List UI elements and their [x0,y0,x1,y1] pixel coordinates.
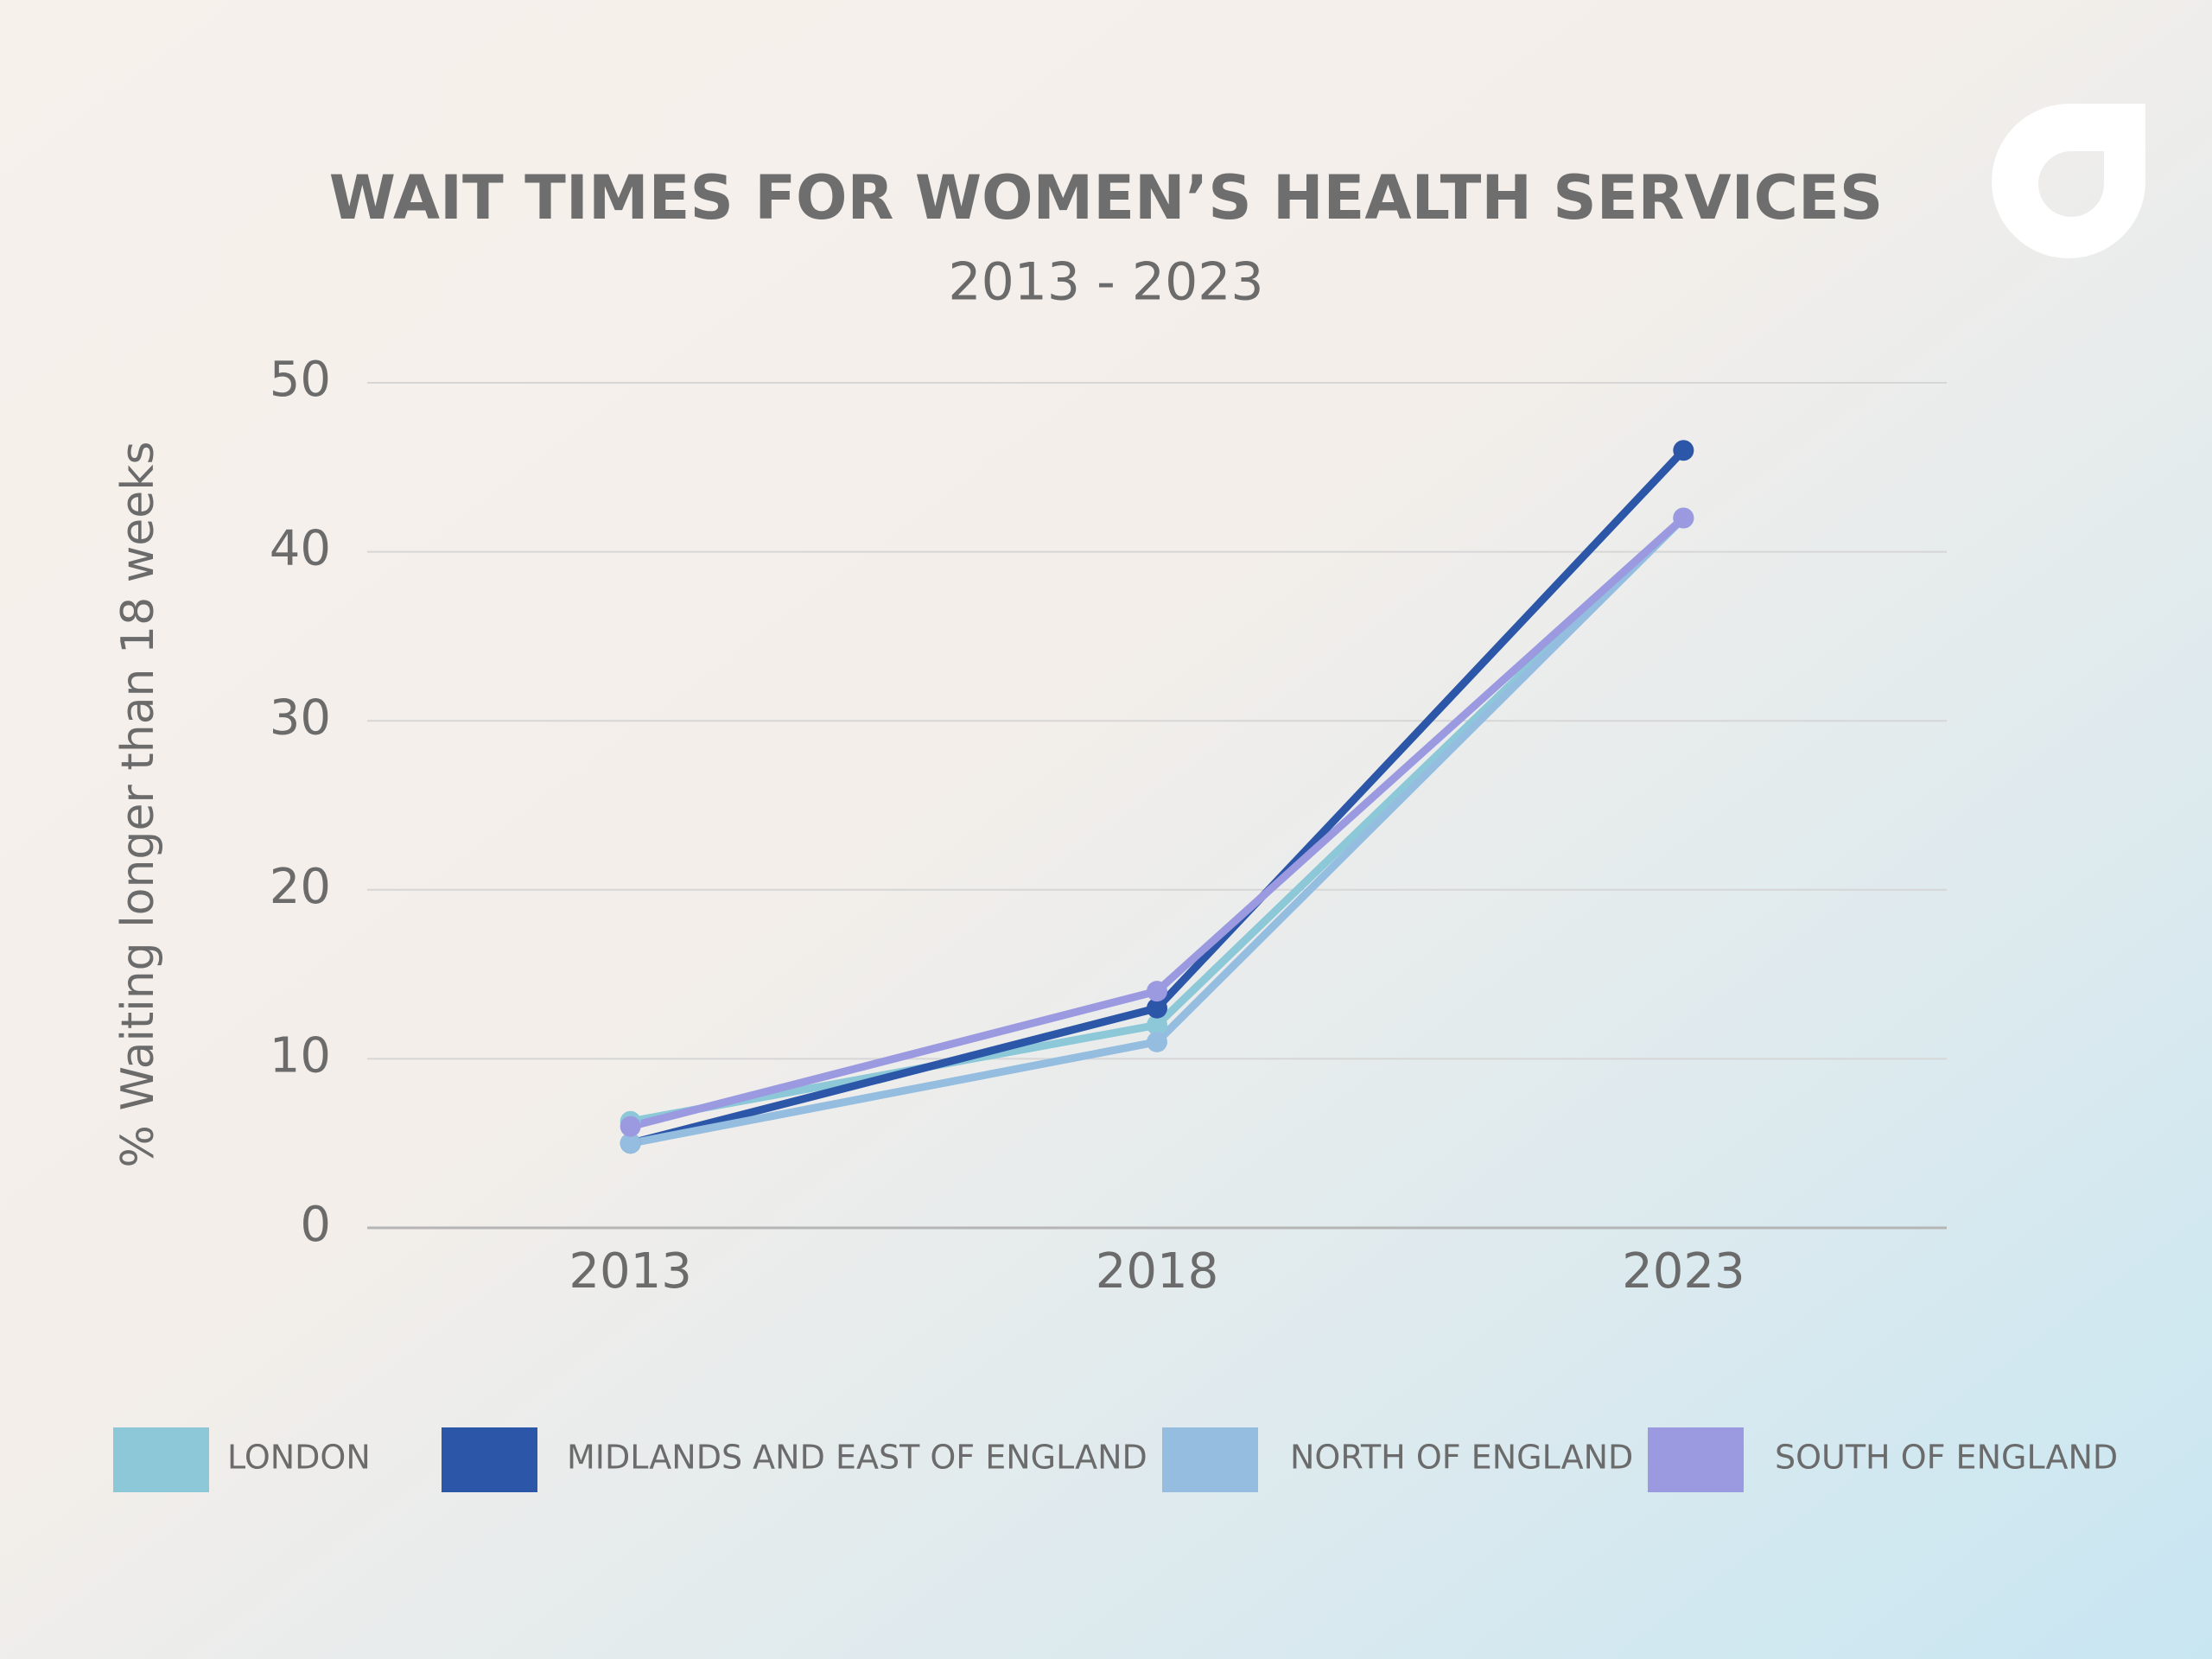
x-tick-label: 2018 [1096,1243,1219,1300]
legend-label: NORTH OF ENGLAND [1290,1439,1633,1477]
data-point [1147,981,1167,1002]
data-point [620,1116,641,1137]
legend-label: LONDON [227,1439,371,1477]
y-tick-label: 50 [270,352,331,408]
y-tick-label: 20 [270,859,331,915]
data-point [1673,507,1694,529]
chart-title: WAIT TIMES FOR WOMEN’S HEALTH SERVICES [329,162,1883,233]
y-tick-label: 40 [270,521,331,577]
legend-label: MIDLANDS AND EAST OF ENGLAND [567,1439,1147,1477]
data-point [1673,440,1694,461]
data-point [1147,1014,1167,1036]
logo [1992,104,2145,258]
data-point [620,1133,641,1154]
y-tick-label: 10 [270,1028,331,1084]
legend-swatch [442,1427,537,1492]
x-tick-label: 2013 [569,1243,692,1300]
y-tick-label: 30 [270,690,331,746]
data-point [1147,1031,1167,1052]
legend-label: SOUTH OF ENGLAND [1775,1439,2118,1477]
legend-swatch [113,1427,209,1492]
chart-subtitle: 2013 - 2023 [948,252,1263,313]
data-point [1147,997,1167,1019]
legend-swatch [1162,1427,1258,1492]
x-tick-label: 2023 [1622,1243,1745,1300]
y-tick-label: 0 [300,1197,331,1253]
legend-swatch [1648,1427,1744,1492]
y-axis-label: % Waiting longer than 18 weeks [112,442,164,1168]
